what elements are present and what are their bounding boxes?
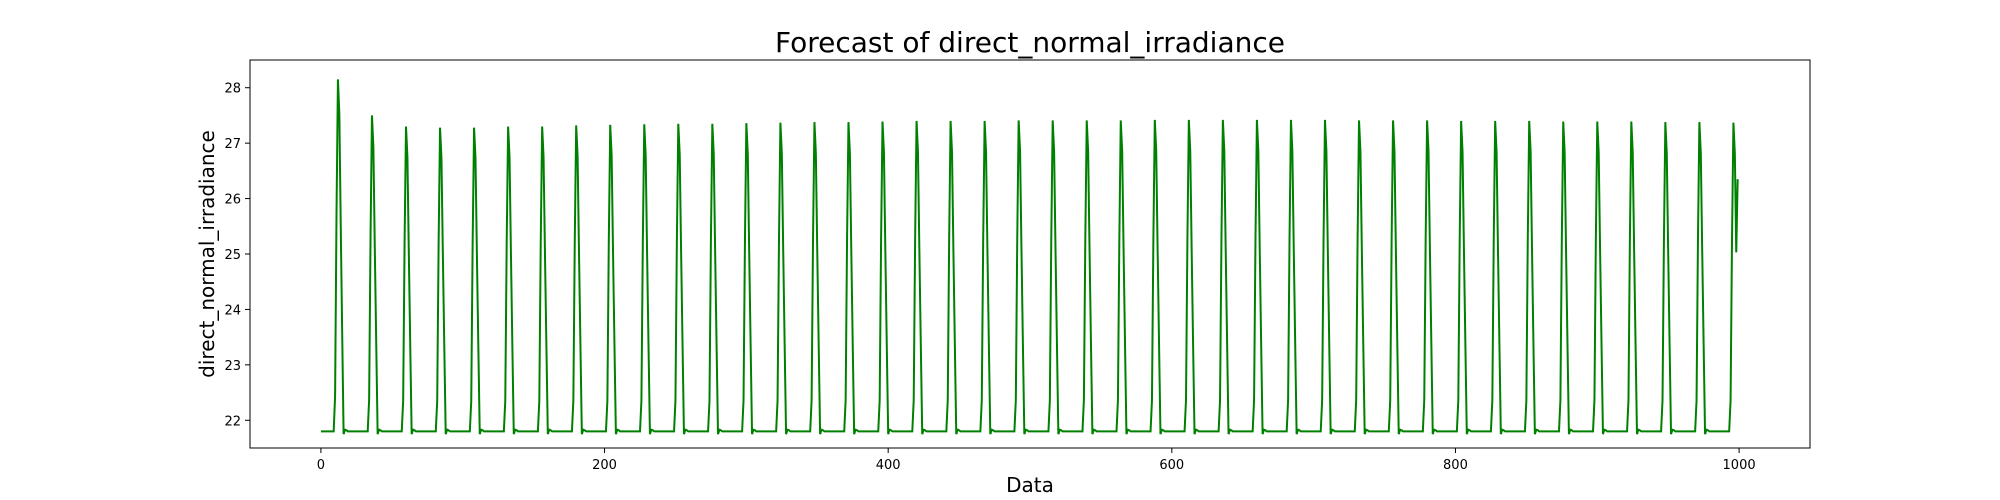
x-tick-label: 400: [876, 458, 901, 473]
y-tick-label: 28: [224, 82, 241, 97]
chart-title: Forecast of direct_normal_irradiance: [775, 26, 1285, 59]
y-tick-label: 24: [224, 303, 241, 318]
series-line: [320, 79, 1739, 435]
x-tick-label: 800: [1443, 458, 1468, 473]
x-axis-title: Data: [1006, 473, 1054, 497]
y-tick-label: 26: [224, 193, 241, 208]
y-tick-label: 25: [224, 248, 241, 263]
y-tick-label: 23: [224, 359, 241, 374]
y-tick-label: 27: [224, 137, 241, 152]
plot-area: [249, 59, 1811, 449]
x-tick-label: 1000: [1723, 458, 1756, 473]
x-tick-label: 600: [1159, 458, 1184, 473]
y-axis-title: direct_normal_irradiance: [195, 130, 219, 378]
y-tick-label: 22: [224, 414, 241, 429]
y-axis: 22 23 24 25 26 27 28: [224, 82, 250, 429]
x-tick-label: 200: [592, 458, 617, 473]
x-axis: 0 200 400 600 800 1000: [317, 448, 1756, 473]
x-tick-label: 0: [317, 458, 325, 473]
